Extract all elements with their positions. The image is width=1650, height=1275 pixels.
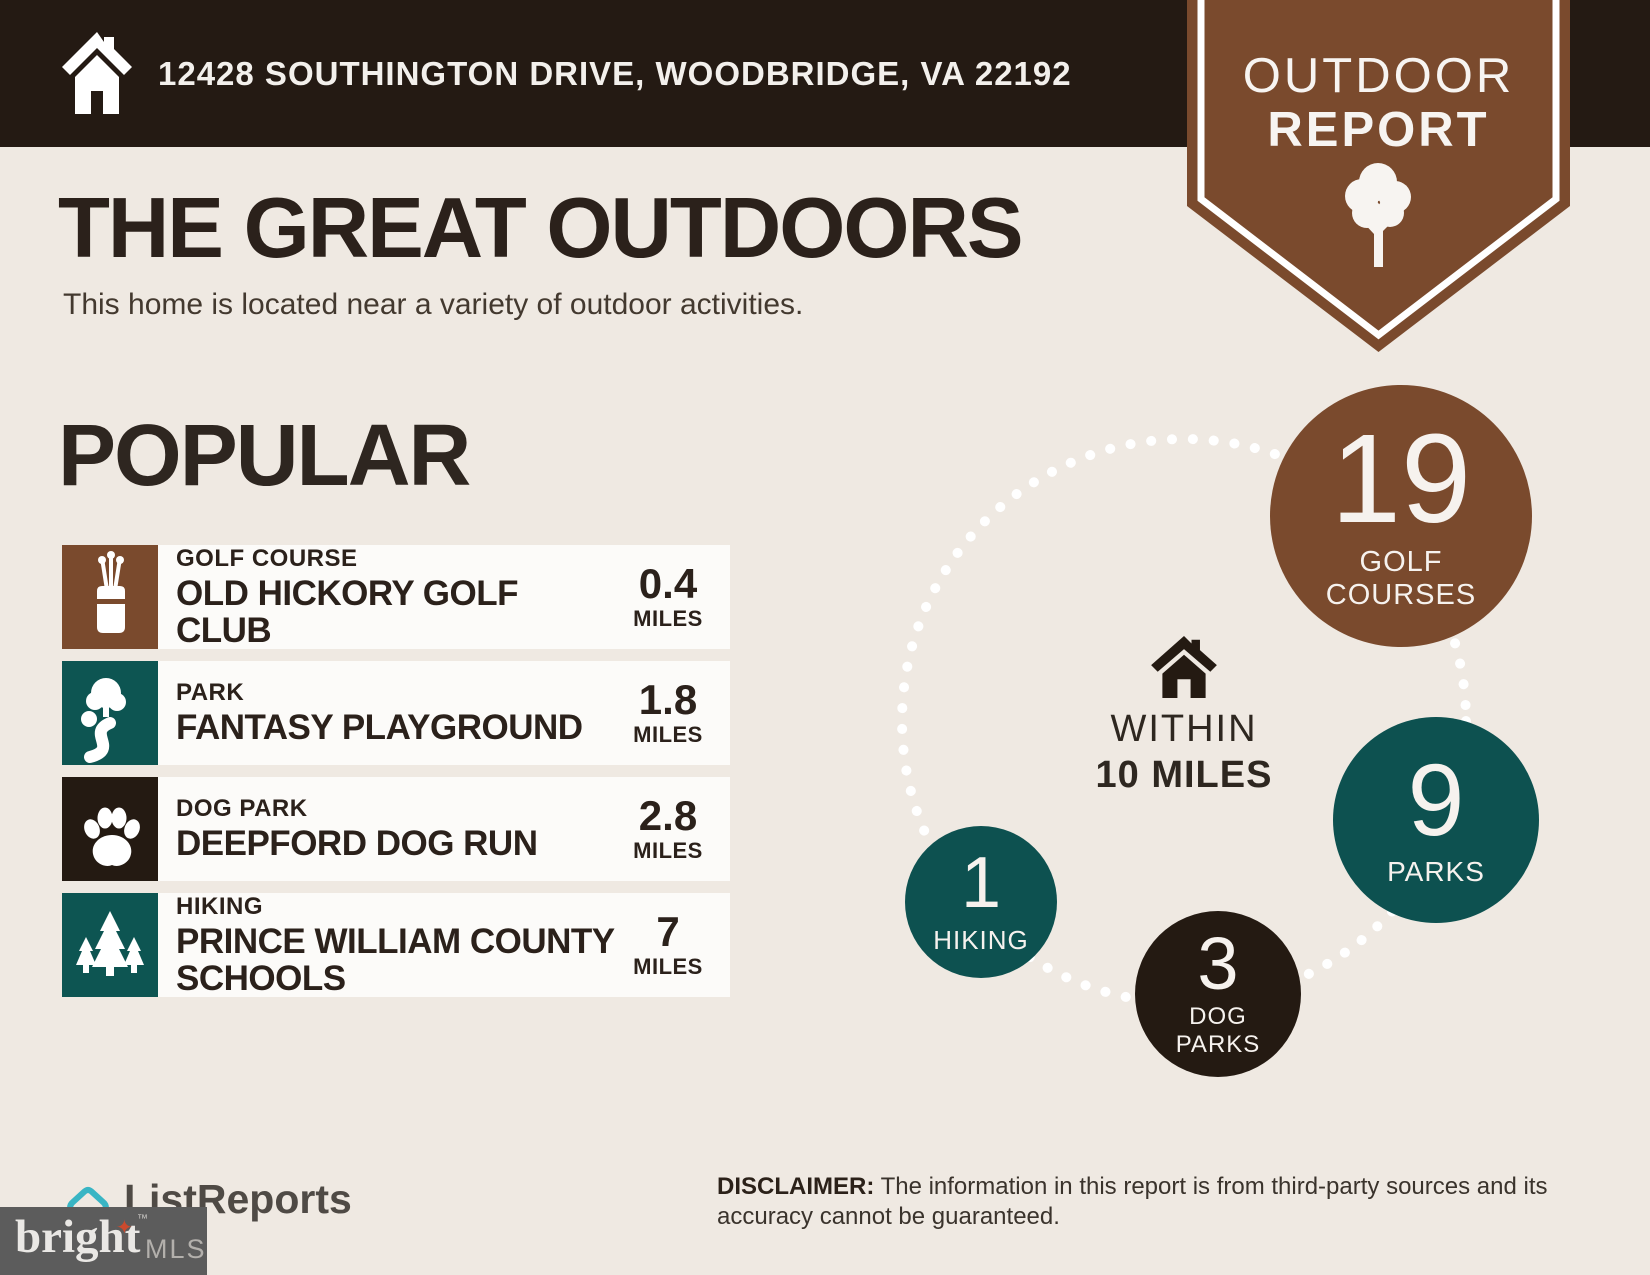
- golf-courses-count: 19: [1330, 408, 1472, 550]
- dog-parks-count: 3: [1197, 922, 1239, 1006]
- park-tree-path-icon: [62, 661, 158, 765]
- bubble-parks: 9 PARKS: [1333, 717, 1539, 923]
- item-name: FANTASY PLAYGROUND: [176, 708, 583, 748]
- ribbon-banner-shape: [1187, 0, 1570, 352]
- page-subtitle: This home is located near a variety of o…: [63, 288, 804, 321]
- mls-wordmark: MLS: [145, 1234, 207, 1264]
- item-distance: 7 MILES: [633, 907, 703, 980]
- ribbon-title-line2: REPORT: [1267, 103, 1490, 157]
- item-category: GOLF COURSE: [176, 545, 358, 573]
- item-distance: 2.8 MILES: [633, 791, 703, 864]
- house-icon: [1151, 636, 1217, 698]
- item-distance: 1.8 MILES: [633, 675, 703, 748]
- item-name: DEEPFORD DOG RUN: [176, 824, 538, 864]
- bright-wordmark: bright: [15, 1211, 141, 1263]
- bubble-dog-parks: 3 DOG PARKS: [1135, 911, 1301, 1077]
- popular-list: GOLF COURSE OLD HICKORY GOLF CLUB 0.4 MI…: [62, 545, 730, 1009]
- popular-heading: POPULAR: [58, 407, 471, 504]
- item-distance: 0.4 MILES: [633, 559, 703, 632]
- disclaimer-label: DISCLAIMER:: [717, 1173, 875, 1200]
- parks-label: PARKS: [1387, 855, 1485, 887]
- paw-icon: [62, 777, 158, 881]
- property-address: 12428 SOUTHINGTON DRIVE, WOODBRIDGE, VA …: [158, 54, 1072, 92]
- within-text: WITHIN: [1110, 708, 1258, 750]
- listreports-logo: ListReports: [62, 1176, 352, 1223]
- golf-bag-icon: [62, 545, 158, 649]
- dog-parks-label: DOG PARKS: [1175, 1003, 1261, 1059]
- home-icon: [62, 32, 132, 114]
- item-category: DOG PARK: [176, 795, 308, 823]
- page-title: THE GREAT OUTDOORS: [58, 181, 1024, 276]
- within-radius-label: WITHIN 10 MILES: [1034, 636, 1334, 797]
- item-category: PARK: [176, 679, 245, 707]
- list-item-park: PARK FANTASY PLAYGROUND 1.8 MILES: [62, 661, 730, 765]
- pine-trees-icon: [62, 893, 158, 997]
- within-miles-text: 10 MILES: [1095, 754, 1273, 796]
- list-item-hiking: HIKING PRINCE WILLIAM COUNTY SCHOOLS 7 M…: [62, 893, 730, 997]
- disclaimer-text: DISCLAIMER: The information in this repo…: [717, 1173, 1548, 1230]
- bubble-hiking: 1 HIKING: [905, 826, 1057, 978]
- golf-courses-label: GOLF COURSES: [1325, 545, 1477, 612]
- tree-icon: [1345, 163, 1411, 267]
- hiking-label: HIKING: [933, 924, 1029, 955]
- item-category: HIKING: [176, 893, 263, 921]
- list-item-golf-course: GOLF COURSE OLD HICKORY GOLF CLUB 0.4 MI…: [62, 545, 730, 649]
- bright-star-icon: ✦: [116, 1217, 133, 1239]
- bright-mls-logo: bright ✦ ™ MLS: [0, 1207, 207, 1275]
- hiking-count: 1: [960, 843, 1002, 924]
- list-item-dog-park: DOG PARK DEEPFORD DOG RUN 2.8 MILES: [62, 777, 730, 881]
- parks-count: 9: [1407, 742, 1465, 857]
- ribbon-title-line1: OUTDOOR: [1242, 49, 1515, 103]
- trademark-symbol: ™: [137, 1213, 148, 1225]
- listreports-house-icon: [67, 1186, 109, 1219]
- bubble-golf-courses: 19 GOLF COURSES: [1270, 385, 1532, 647]
- item-name: PRINCE WILLIAM COUNTY SCHOOLS: [176, 922, 615, 998]
- item-name: OLD HICKORY GOLF CLUB: [176, 574, 519, 650]
- outdoor-report-ribbon: OUTDOOR REPORT: [1187, 0, 1570, 360]
